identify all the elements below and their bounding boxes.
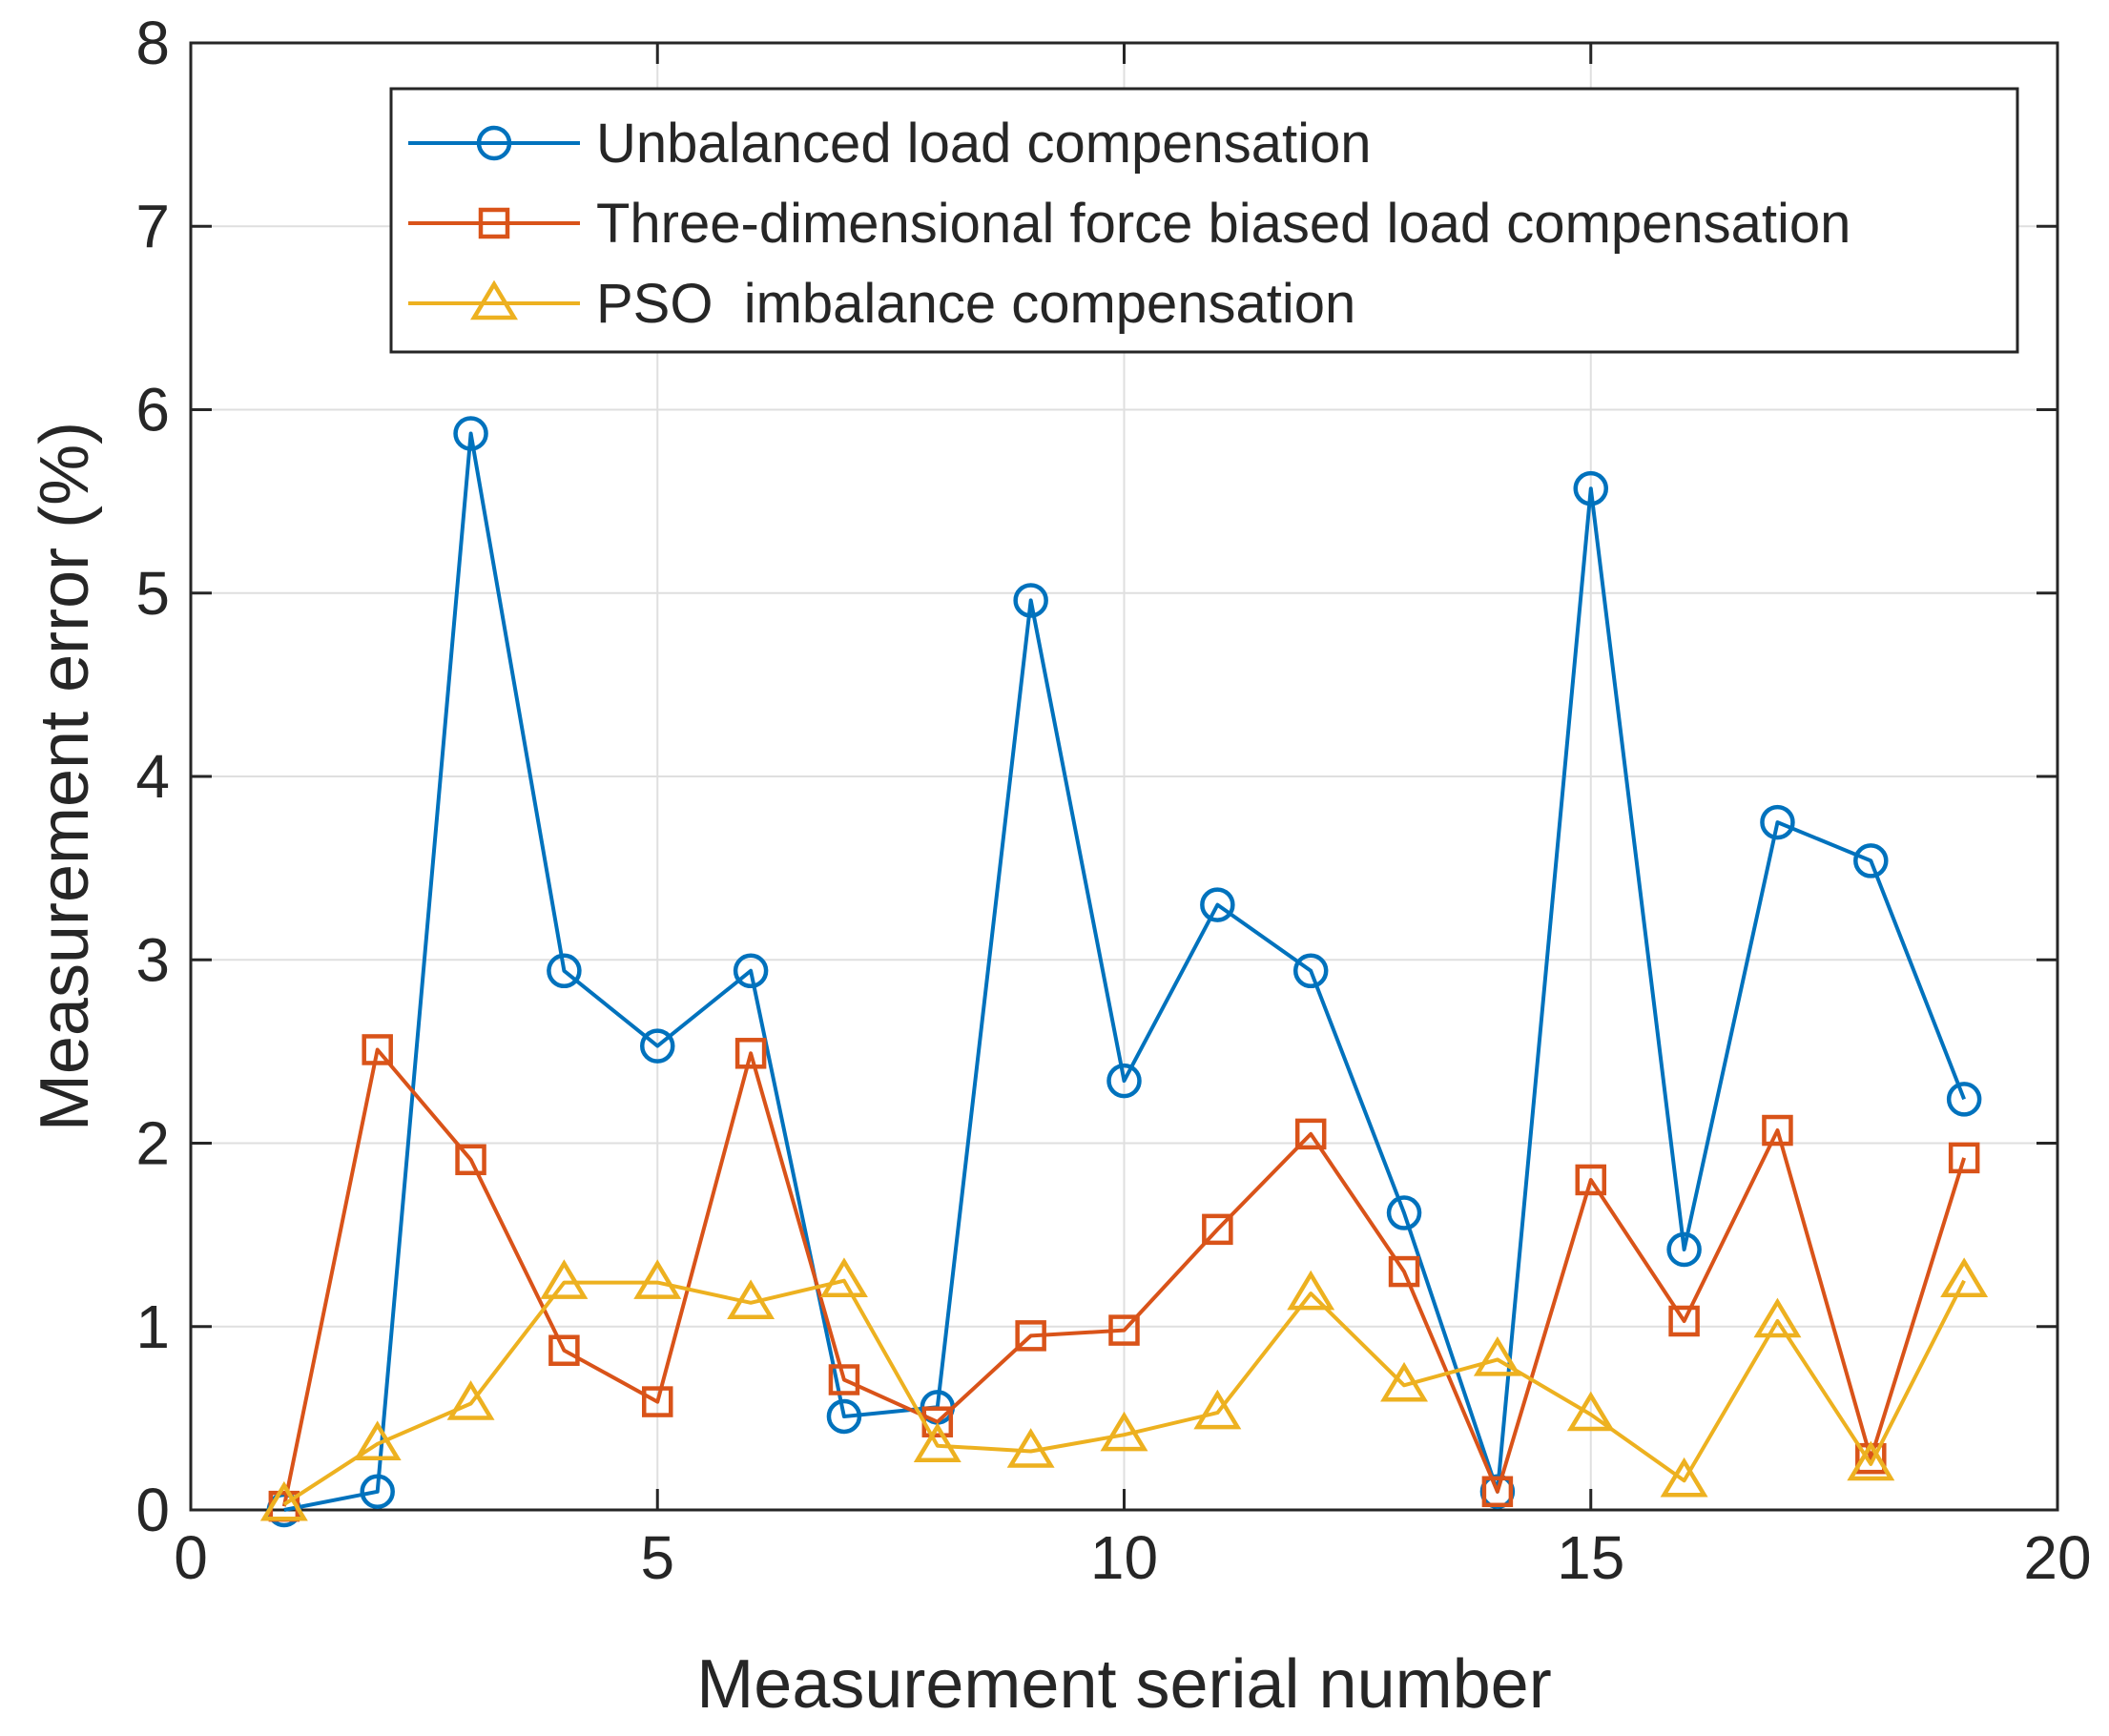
data-point [826,1398,862,1435]
data-point [453,416,488,451]
data-point [1666,1231,1702,1268]
series-triangle [259,1257,1989,1521]
data-point [1193,1389,1242,1430]
data-point [1573,470,1608,506]
data-point [727,1279,775,1320]
x-tick-label: 20 [2023,1523,2091,1592]
legend-marker [478,207,510,239]
data-point [540,1259,589,1299]
legend-label: PSO imbalance compensation [596,273,1355,335]
data-point [828,1364,860,1395]
data-point [1202,1213,1233,1246]
data-point [1940,1257,1989,1297]
data-point [1660,1457,1708,1498]
data-series [259,416,1989,1528]
legend-marker [470,279,518,320]
data-point [446,1380,495,1420]
data-point [1388,1255,1420,1288]
y-tick-label: 7 [135,192,170,260]
data-point [1481,1476,1514,1508]
data-point [1294,1118,1327,1150]
data-point [1108,1314,1140,1346]
data-point [1948,1142,1980,1174]
data-point [360,1474,395,1510]
data-point [1847,1440,1895,1481]
data-point [1668,1305,1700,1337]
x-tick-label: 5 [640,1523,674,1592]
data-point [1380,1361,1429,1402]
legend-entry: Unbalanced load compensation [408,113,1372,175]
y-tick-label: 1 [135,1292,170,1361]
data-point [259,1480,308,1521]
legend-marker [476,125,512,161]
legend: Unbalanced load compensation Three-dimens… [389,87,2019,354]
data-point [1106,1063,1142,1099]
y-tick-label: 8 [135,9,170,77]
data-point [1292,953,1329,989]
data-point [1006,1428,1055,1468]
x-tick-label: 15 [1557,1523,1624,1592]
data-point [1853,843,1889,878]
data-point [1200,887,1235,922]
legend-label: Three-dimensional force biased load comp… [596,193,1851,255]
series-line [281,1047,1967,1507]
axes: 0 5 10 15 20 0 1 2 3 4 5 6 7 8 [135,9,2091,1592]
legend-entry: Three-dimensional force biased load comp… [408,193,1851,255]
legend-entry: PSO imbalance compensation [408,273,1355,335]
data-point [1015,1320,1046,1352]
y-tick-label: 6 [135,376,170,444]
data-point [353,1420,402,1461]
data-point [1013,583,1048,618]
data-point [734,1038,767,1069]
data-point [1753,1297,1802,1338]
series-line [283,431,1966,1512]
x-tick-label: 10 [1090,1523,1158,1592]
x-axis-label: Measurement serial number [696,1646,1551,1723]
data-point [913,1422,961,1462]
data-point [1566,1391,1615,1432]
y-tick-label: 3 [135,925,170,994]
data-point [1760,804,1795,840]
data-point [362,1034,393,1065]
y-tick-label: 5 [135,559,170,628]
data-point [1100,1411,1148,1452]
data-point [1287,1270,1335,1311]
data-point [1762,1114,1793,1147]
y-tick-label: 2 [135,1109,170,1178]
data-point [455,1144,486,1176]
series-line [282,1278,1966,1506]
data-point [819,1257,868,1297]
data-point [1473,1335,1521,1376]
data-point [547,953,582,989]
legend-label: Unbalanced load compensation [596,113,1372,175]
data-point [633,1259,682,1299]
data-point [1386,1195,1422,1230]
data-point [1575,1164,1606,1196]
y-tick-label: 0 [135,1476,170,1544]
data-point [1946,1082,1982,1117]
series-square [268,1034,1980,1522]
x-tick-label: 0 [174,1523,208,1592]
data-point [642,1386,673,1417]
data-point [640,1028,675,1064]
data-point [548,1334,580,1366]
y-axis-label: Measurement error (%) [27,422,103,1131]
legend-box [389,87,2019,354]
data-point [733,953,769,989]
y-tick-label: 4 [135,742,170,811]
